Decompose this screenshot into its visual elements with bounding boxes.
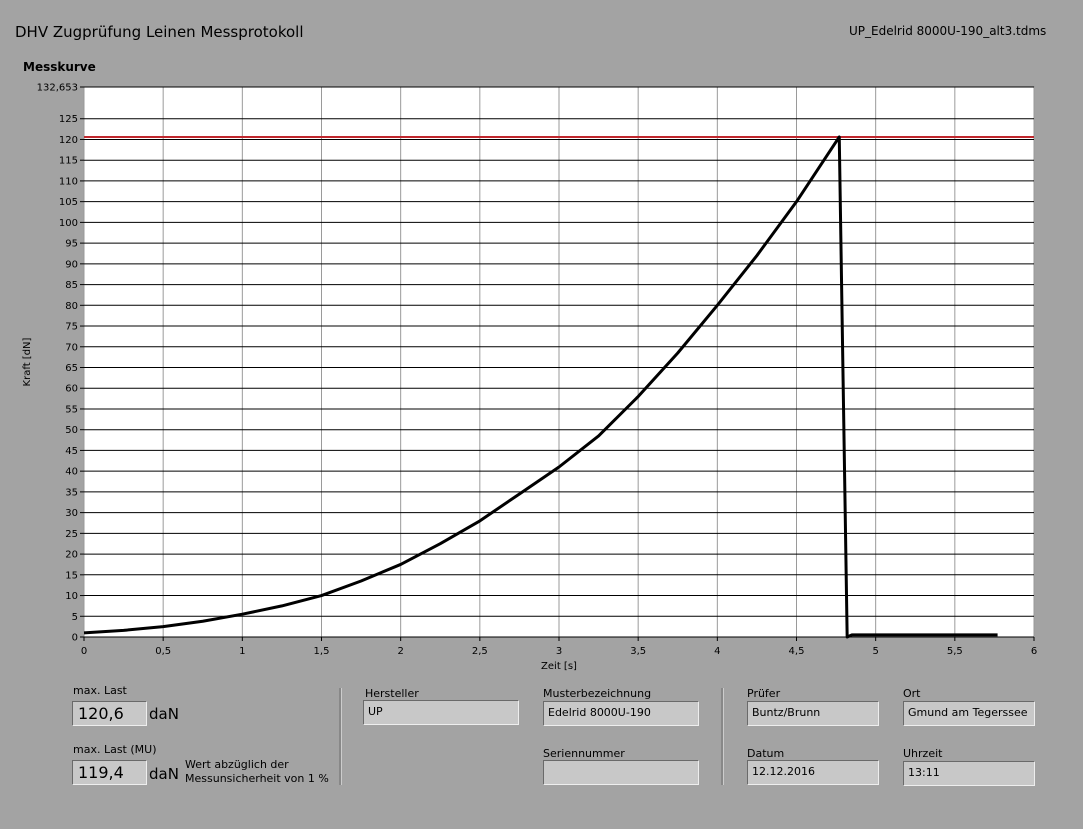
file-name: UP_Edelrid 8000U-190_alt3.tdms xyxy=(849,24,1047,38)
field-box: Gmund am Tegerssee xyxy=(903,701,1035,726)
field-label: Ort xyxy=(903,687,921,700)
chart-title: Messkurve xyxy=(23,60,96,74)
field-box: 12.12.2016 xyxy=(747,760,879,785)
page-title: DHV Zugprüfung Leinen Messprotokoll xyxy=(15,23,304,41)
field-label: Datum xyxy=(747,747,785,760)
y-tick-label: 30 xyxy=(65,508,78,519)
separator xyxy=(339,688,342,785)
y-tick-label: 85 xyxy=(65,280,78,291)
y-tick-label: 20 xyxy=(65,550,78,561)
field-box xyxy=(543,760,699,785)
value-box: 119,4 xyxy=(72,760,147,785)
field-label: Hersteller xyxy=(365,687,419,700)
value-box: 120,6 xyxy=(72,701,147,726)
y-tick-label: 115 xyxy=(59,156,78,167)
field-box: Edelrid 8000U-190 xyxy=(543,701,699,726)
field-box: 13:11 xyxy=(903,761,1035,786)
field-box: UP xyxy=(363,700,519,725)
y-tick-label: 60 xyxy=(65,384,78,395)
y-tick-label: 50 xyxy=(65,425,78,436)
field-label: Seriennummer xyxy=(543,747,625,760)
x-tick-label: 2,5 xyxy=(472,646,488,657)
y-tick-label: 100 xyxy=(59,218,78,229)
y-tick-label: 110 xyxy=(59,176,78,187)
y-tick-label: 35 xyxy=(65,487,78,498)
y-tick-label: 90 xyxy=(65,259,78,270)
y-axis-label: Kraft [dN] xyxy=(22,337,33,386)
x-tick-label: 3 xyxy=(556,646,562,657)
x-tick-label: 6 xyxy=(1031,646,1037,657)
field-label: max. Last (MU) xyxy=(73,743,157,756)
separator xyxy=(721,688,724,785)
y-tick-label: 132,653 xyxy=(37,83,78,94)
field-label: Uhrzeit xyxy=(903,747,943,760)
y-tick-label: 70 xyxy=(65,342,78,353)
y-tick-label: 120 xyxy=(59,135,78,146)
x-tick-label: 4,5 xyxy=(789,646,805,657)
x-tick-label: 3,5 xyxy=(630,646,646,657)
unit: daN xyxy=(149,705,179,723)
field-label: max. Last xyxy=(73,684,127,697)
unit: daN xyxy=(149,765,179,783)
x-tick-label: 5 xyxy=(872,646,878,657)
x-tick-label: 2 xyxy=(397,646,403,657)
y-tick-label: 75 xyxy=(65,322,78,333)
y-tick-label: 10 xyxy=(65,591,78,602)
field-label: Prüfer xyxy=(747,687,781,700)
x-tick-label: 4 xyxy=(714,646,720,657)
note: Wert abzüglich der xyxy=(185,758,289,771)
y-tick-label: 55 xyxy=(65,404,78,415)
force-curve xyxy=(83,135,998,639)
y-tick-label: 40 xyxy=(65,467,78,478)
field-box: Buntz/Brunn xyxy=(747,701,879,726)
x-tick-label: 5,5 xyxy=(947,646,963,657)
note: Messunsicherheit von 1 % xyxy=(185,772,329,785)
chart: 0 0,5 1 1,5 2 2,5 3 3,5 4 4,5 5 5,5 6051015202530354… xyxy=(22,83,1037,673)
y-tick-label: 25 xyxy=(65,529,78,540)
y-tick-label: 65 xyxy=(65,363,78,374)
y-tick-label: 45 xyxy=(65,446,78,457)
x-tick-label: 0,5 xyxy=(155,646,171,657)
x-tick-label: 1,5 xyxy=(314,646,330,657)
y-tick-label: 95 xyxy=(65,239,78,250)
x-tick-label: 0 xyxy=(81,646,87,657)
y-tick-label: 125 xyxy=(59,114,78,125)
y-tick-label: 15 xyxy=(65,570,78,581)
field-label: Musterbezeichnung xyxy=(543,687,652,700)
y-tick-label: 105 xyxy=(59,197,78,208)
y-tick-label: 80 xyxy=(65,301,78,312)
y-tick-label: 0 xyxy=(72,633,78,644)
y-tick-label: 5 xyxy=(72,612,78,623)
x-axis-label: Zeit [s] xyxy=(541,661,577,672)
x-tick-label: 1 xyxy=(239,646,245,657)
